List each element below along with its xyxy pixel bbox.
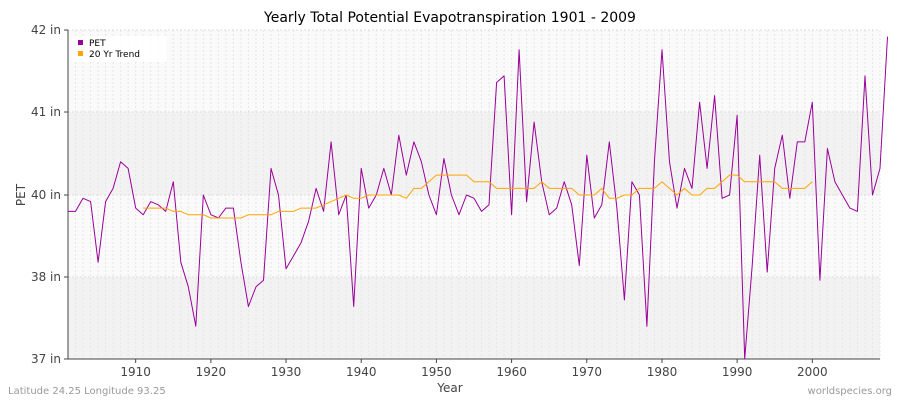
legend-label-trend: 20 Yr Trend bbox=[89, 50, 140, 60]
x-tick-label: 1920 bbox=[196, 365, 227, 379]
y-tick-label: 42 in bbox=[31, 23, 61, 37]
pet-series-line bbox=[68, 36, 888, 360]
legend-box bbox=[72, 36, 167, 62]
trend-series-line bbox=[143, 174, 813, 219]
x-tick-labels: 1910 1920 1930 1940 1950 1960 1970 1980 1990 2000 bbox=[120, 359, 828, 379]
x-tick-label: 1990 bbox=[722, 365, 753, 379]
legend: PET 20 Yr Trend bbox=[72, 36, 167, 62]
footer-source: worldspecies.org bbox=[808, 386, 892, 397]
legend-label-pet: PET bbox=[89, 39, 106, 49]
footer-coordinates: Latitude 24.25 Longitude 93.25 bbox=[8, 386, 166, 397]
x-tick-label: 1910 bbox=[120, 365, 151, 379]
x-tick-label: 1970 bbox=[572, 365, 603, 379]
x-tick-label: 1980 bbox=[647, 365, 678, 379]
legend-swatch-pet bbox=[78, 40, 83, 45]
x-tick-label: 1940 bbox=[346, 365, 377, 379]
legend-swatch-trend bbox=[78, 51, 83, 56]
y-tick-label: 37 in bbox=[31, 352, 61, 366]
y-tick-labels: 37 in 38 in 40 in 41 in 42 in bbox=[31, 23, 68, 366]
y-tick-label: 40 in bbox=[31, 188, 61, 202]
x-tick-label: 2000 bbox=[797, 365, 828, 379]
y-tick-label: 38 in bbox=[31, 270, 61, 284]
chart-title: Yearly Total Potential Evapotranspiratio… bbox=[263, 10, 636, 26]
x-tick-label: 1950 bbox=[421, 365, 452, 379]
x-tick-label: 1960 bbox=[496, 365, 527, 379]
y-axis-label: PET bbox=[14, 183, 28, 206]
series-lines bbox=[68, 36, 888, 360]
x-axis-label: Year bbox=[436, 381, 462, 395]
x-tick-label: 1930 bbox=[271, 365, 302, 379]
y-tick-label: 41 in bbox=[31, 105, 61, 119]
